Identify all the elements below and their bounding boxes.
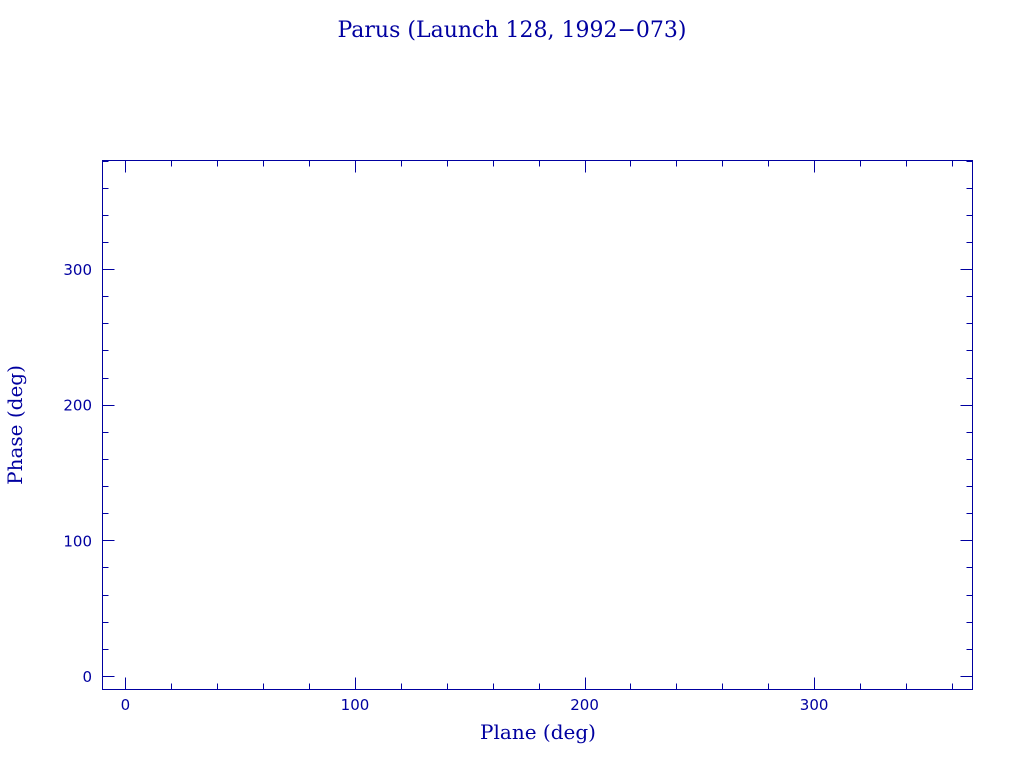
plot-frame <box>102 160 973 690</box>
x-tick-label: 200 <box>570 696 599 714</box>
x-tick-label: 100 <box>341 696 370 714</box>
axis-ticks <box>102 160 973 690</box>
y-axis-label: Phase (deg) <box>3 365 27 485</box>
chart-title: Parus (Launch 128, 1992−073) <box>337 18 686 43</box>
y-tick-label: 200 <box>63 397 92 415</box>
x-tick-label: 0 <box>121 696 131 714</box>
x-tick-label: 300 <box>800 696 829 714</box>
y-tick-label: 0 <box>82 668 92 686</box>
x-axis-label: Plane (deg) <box>480 720 596 744</box>
y-tick-label: 300 <box>63 261 92 279</box>
y-tick-label: 100 <box>63 532 92 550</box>
tick-labels: 0 100 200 300 0 100 200 300 <box>63 261 828 714</box>
